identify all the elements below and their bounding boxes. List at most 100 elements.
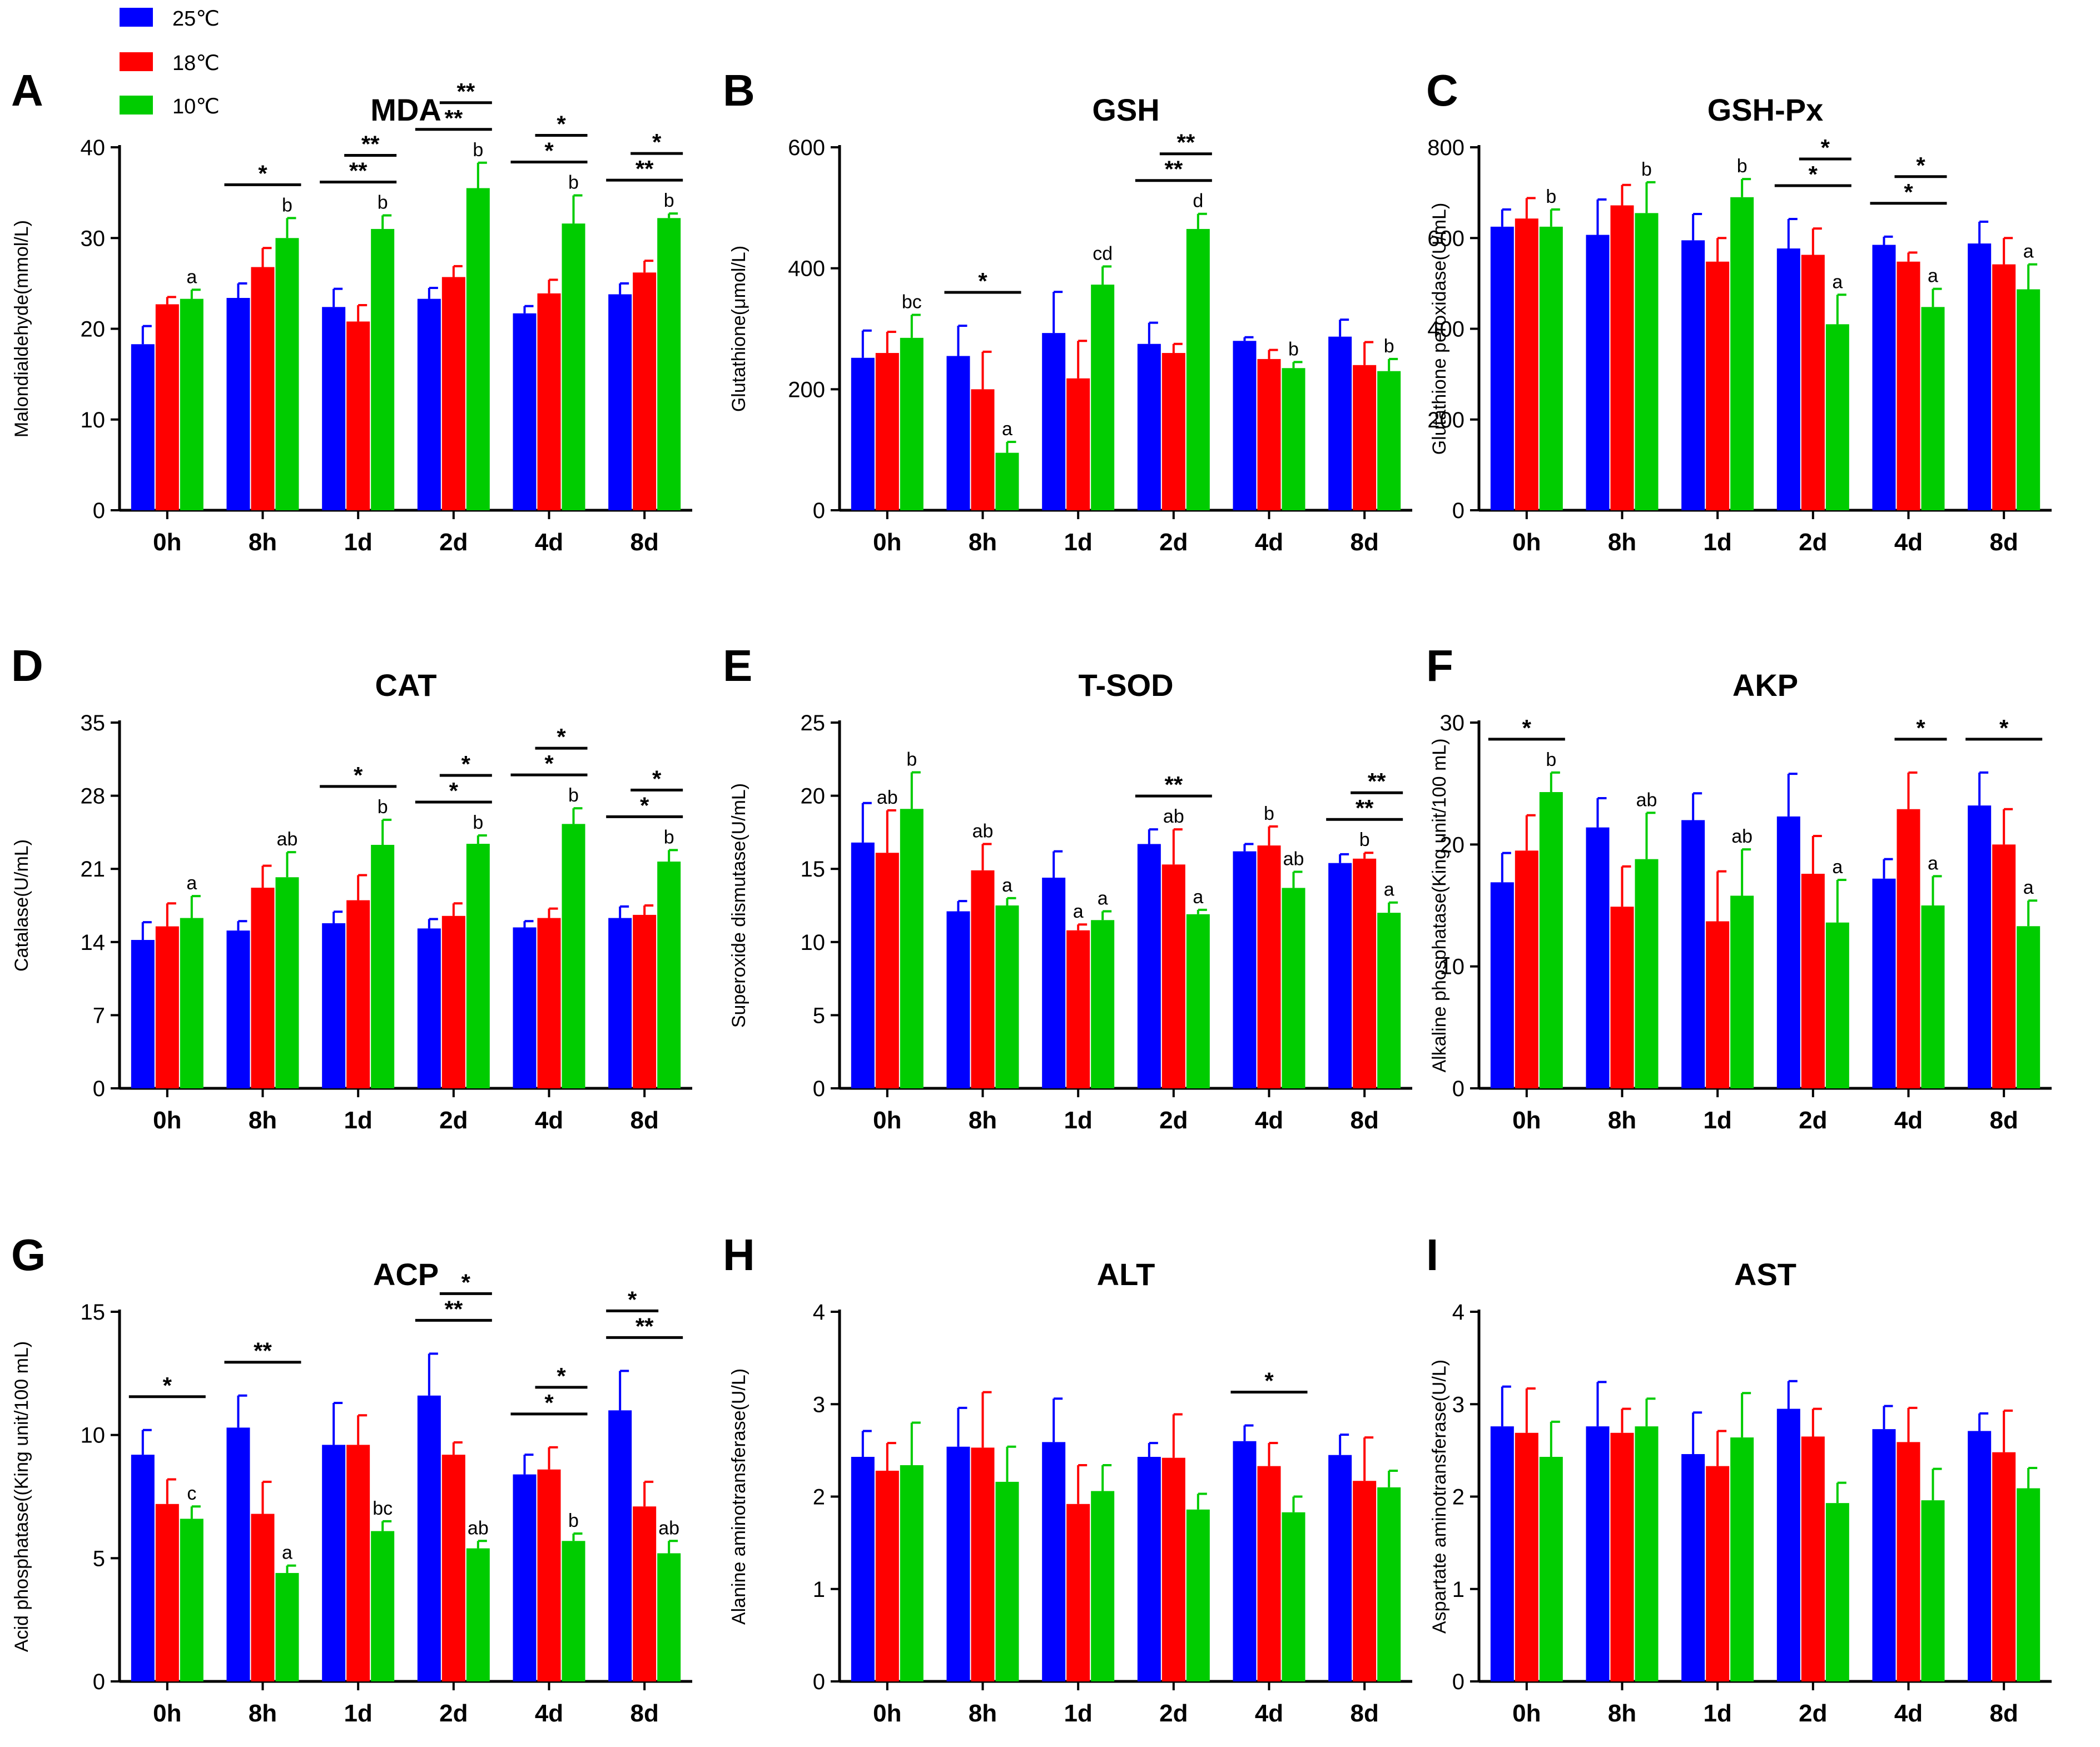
bar-f-4d-s1 [1897,809,1920,1088]
x-tick-label-c: 8d [1989,529,2018,556]
x-tick-label-a: 2d [439,529,468,556]
x-tick-label-i: 4d [1894,1700,1923,1727]
bar-a-1d-s0 [322,307,346,510]
bar-f-4d-s0 [1872,878,1896,1088]
bar-a-2d-s0 [417,298,441,510]
y-tick-label-c: 600 [1427,226,1464,251]
y-tick-label-e: 20 [801,784,826,809]
bar-f-8d-s2 [2017,926,2041,1088]
bar-h-8h-s2 [995,1481,1019,1681]
bar-h-4d-s0 [1233,1441,1257,1681]
sig-letter-mid-e: ab [1163,806,1184,827]
x-tick-label-g: 1d [344,1700,372,1727]
y-tick-label-c: 0 [1452,499,1464,523]
sig-letter-f: ab [1636,789,1657,810]
chart-title-c: GSH-Px [1707,92,1824,127]
bar-a-0h-s1 [155,304,179,510]
bar-c-1d-s1 [1706,261,1730,510]
y-tick-label-i: 1 [1452,1577,1464,1602]
bar-i-0h-s2 [1539,1457,1563,1681]
sig-letter-e: a [1002,875,1012,896]
bar-g-1d-s1 [346,1445,370,1681]
sig-star-b: ** [1164,156,1183,182]
bar-e-1d-s1 [1066,930,1090,1088]
sig-star-a: * [258,160,267,186]
sig-star-g: * [628,1286,637,1312]
sig-star-e: ** [1164,772,1183,798]
bar-g-8d-s2 [657,1553,681,1681]
bar-d-8d-s0 [608,918,632,1088]
bar-f-8h-s2 [1635,859,1659,1088]
sig-letter-d: b [568,785,579,806]
bar-c-8d-s2 [2017,289,2041,510]
sig-star-d: * [557,724,566,750]
bar-b-0h-s0 [851,357,875,510]
bar-f-4d-s2 [1921,905,1945,1088]
legend-label-18: 18℃ [172,52,220,75]
bar-d-0h-s2 [180,918,203,1088]
sig-letter-g: b [568,1510,579,1531]
bar-g-4d-s1 [537,1469,561,1681]
chart-title-i: AST [1734,1257,1796,1292]
panel-i: I AST Aspartate aminotransferase(U/L) 0 1 2 3 4… [1426,1230,2052,1727]
sig-letter-b: b [1288,339,1299,360]
bar-a-0h-s2 [180,298,203,510]
sig-star-a: * [544,138,554,164]
bar-c-0h-s1 [1515,218,1538,510]
bar-g-8d-s0 [608,1410,632,1681]
sig-star-c: * [1916,152,1925,178]
bar-c-8d-s0 [1968,243,1992,510]
x-tick-label-e: 8h [969,1107,997,1134]
x-tick-label-h: 8d [1350,1700,1378,1727]
bar-f-1d-s1 [1706,921,1730,1088]
x-tick-label-d: 2d [439,1107,468,1134]
x-tick-label-e: 2d [1159,1107,1188,1134]
sig-letter-f: a [2023,877,2034,898]
bar-a-8h-s2 [275,238,299,510]
x-tick-label-a: 8d [630,529,658,556]
sig-letter-e: b [906,749,917,770]
x-tick-label-d: 1d [344,1107,372,1134]
sig-letter-f: b [1546,749,1556,770]
panel-b: B GSH Glutathione(μmol/L) 0 200 400 600 0h bc 8h a… [723,66,1412,556]
x-tick-label-g: 0h [153,1700,181,1727]
y-tick-label-c: 800 [1427,136,1464,160]
bar-g-0h-s1 [155,1504,179,1681]
bar-f-8d-s1 [1992,844,2016,1088]
bar-i-1d-s0 [1681,1454,1705,1681]
bar-i-8d-s0 [1968,1431,1992,1681]
x-tick-label-h: 4d [1255,1700,1283,1727]
bar-d-1d-s0 [322,923,346,1088]
bar-b-1d-s1 [1066,378,1090,510]
bar-d-8d-s1 [633,914,657,1088]
bar-d-8h-s0 [226,930,250,1088]
bar-i-4d-s2 [1921,1500,1945,1681]
bar-e-2d-s1 [1161,864,1185,1088]
sig-letter-a: b [473,140,483,161]
sig-star-a: ** [349,157,368,183]
bar-e-4d-s1 [1257,845,1281,1088]
bar-c-4d-s0 [1872,245,1896,510]
y-tick-label-h: 0 [813,1670,825,1694]
sig-letter-e: ab [1283,848,1304,869]
legend-swatch-10 [120,96,153,115]
y-tick-label-b: 600 [788,136,825,160]
y-tick-label-d: 35 [81,711,106,735]
chart-title-h: ALT [1097,1257,1155,1292]
x-tick-label-a: 0h [153,529,181,556]
legend-swatch-25 [120,8,153,27]
chart-title-b: GSH [1092,92,1159,127]
y-axis-label-g: Acid phosphatase((King unit/100 mL) [11,1341,32,1652]
bar-h-0h-s1 [875,1470,899,1681]
panel-letter-f: F [1426,641,1453,690]
x-tick-label-i: 1d [1703,1700,1731,1727]
bar-g-0h-s2 [180,1519,203,1681]
bar-a-8h-s1 [251,267,275,510]
x-tick-label-f: 0h [1512,1107,1541,1134]
bar-d-4d-s2 [562,824,585,1088]
sig-letter-b: cd [1093,243,1113,264]
sig-star-b: * [978,268,987,294]
y-tick-label-d: 21 [81,857,106,882]
panel-h: H ALT Alanine aminotransferase(U/L) 0 1 2 3 4 0h… [723,1230,1412,1727]
bar-h-0h-s0 [851,1457,875,1681]
